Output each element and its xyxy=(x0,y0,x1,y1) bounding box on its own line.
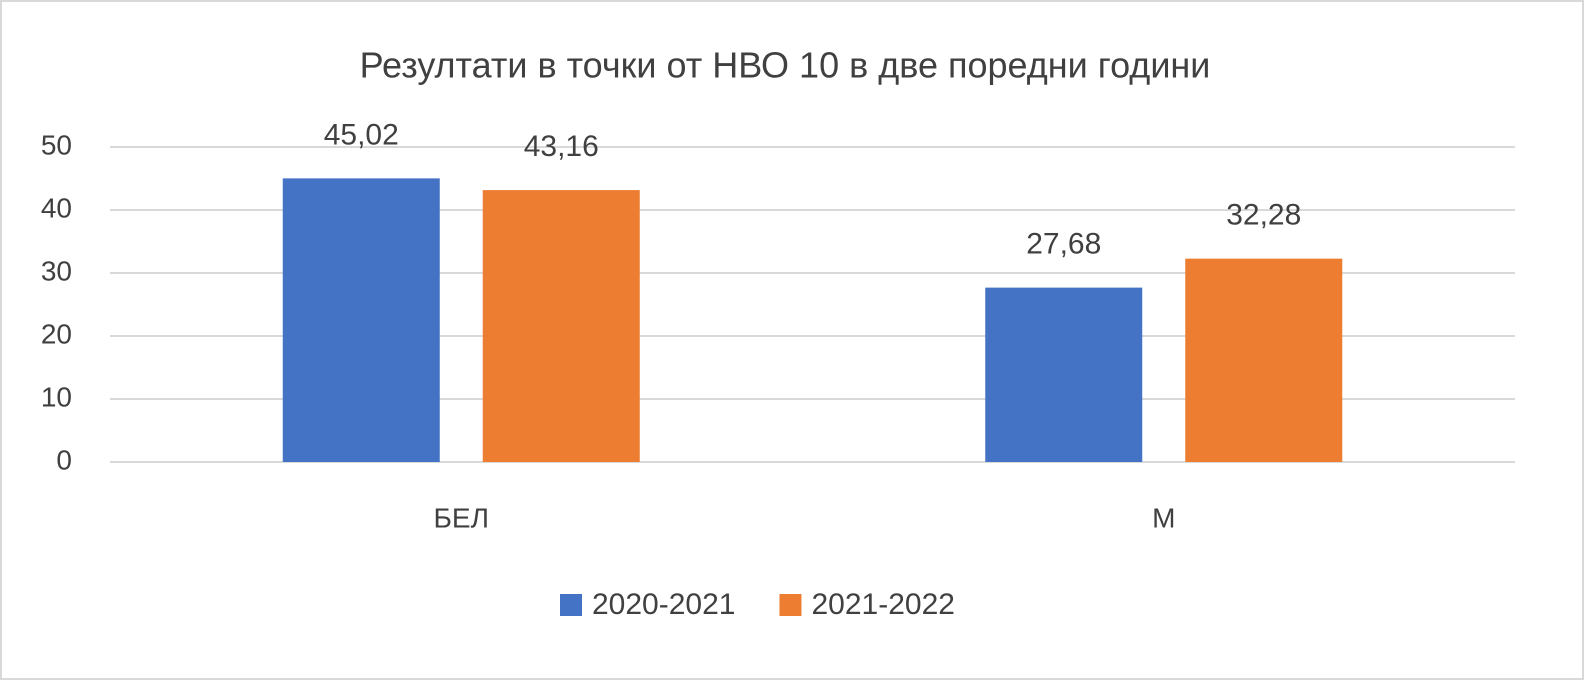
legend-swatch xyxy=(560,594,582,616)
data-label: 43,16 xyxy=(524,130,599,163)
bar xyxy=(1185,258,1343,462)
data-label: 27,68 xyxy=(1026,228,1101,261)
y-tick-label: 10 xyxy=(41,381,72,412)
x-tick-label: М xyxy=(1152,502,1175,533)
bar xyxy=(482,190,640,463)
y-tick-label: 30 xyxy=(41,255,72,286)
legend-label: 2020-2021 xyxy=(592,588,735,621)
legend-label: 2021-2022 xyxy=(811,588,954,621)
data-label: 32,28 xyxy=(1226,199,1301,232)
y-tick-label: 50 xyxy=(41,129,72,160)
data-label: 45,02 xyxy=(324,118,399,151)
bar xyxy=(282,178,440,462)
y-tick-label: 0 xyxy=(56,444,72,475)
x-tick-label: БЕЛ xyxy=(434,502,489,533)
y-tick-label: 40 xyxy=(41,192,72,223)
bar xyxy=(985,287,1143,462)
legend-swatch xyxy=(779,594,802,616)
chart-title: Резултати в точки от НВО 10 в две поредн… xyxy=(360,45,1211,86)
y-tick-label: 20 xyxy=(41,318,72,349)
